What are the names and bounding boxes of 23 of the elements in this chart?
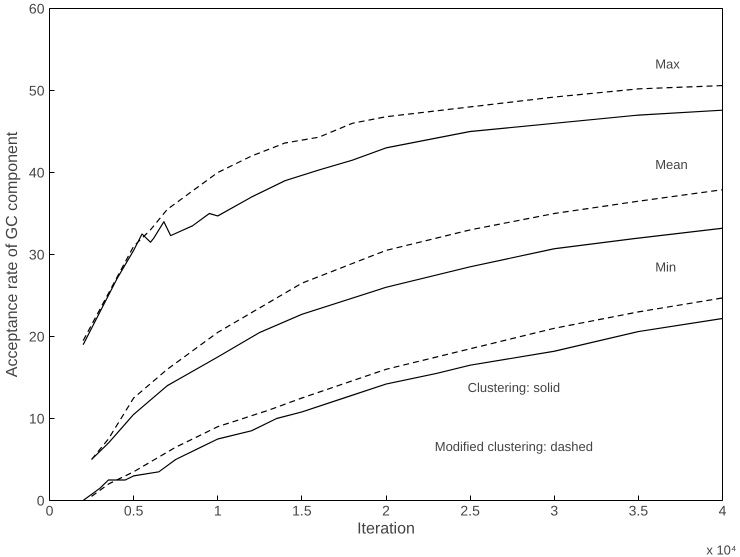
x-tick-label: 4 [718,502,727,518]
x-tick-label: 1 [214,502,222,518]
x-tick-label: 2 [382,502,390,518]
y-tick-label: 60 [28,0,45,16]
annotation: Max [655,56,680,72]
y-tick-label: 20 [28,328,45,344]
x-tick-label: 3 [550,502,558,518]
y-tick-label: 10 [28,410,45,426]
annotation: Clustering: solid [468,380,560,395]
annotation: Mean [655,156,688,172]
annotation: Modified clustering: dashed [434,438,594,454]
x-tick-label: 2.5 [460,502,480,518]
x-tick-label: 3.5 [628,502,648,518]
y-axis-title: Acceptance rate of GC component [4,131,21,378]
x-tick-label: 0.5 [124,502,144,518]
x-tick-label: 1.5 [292,502,312,518]
text: x 10⁴ [706,542,737,557]
annotation: Min [655,259,676,274]
x-axis-title: Iteration [357,520,415,538]
y-tick-label: 50 [28,82,45,98]
y-tick-label: 30 [28,246,45,262]
y-tick-label: 0 [36,492,45,508]
y-tick-label: 40 [28,164,45,180]
